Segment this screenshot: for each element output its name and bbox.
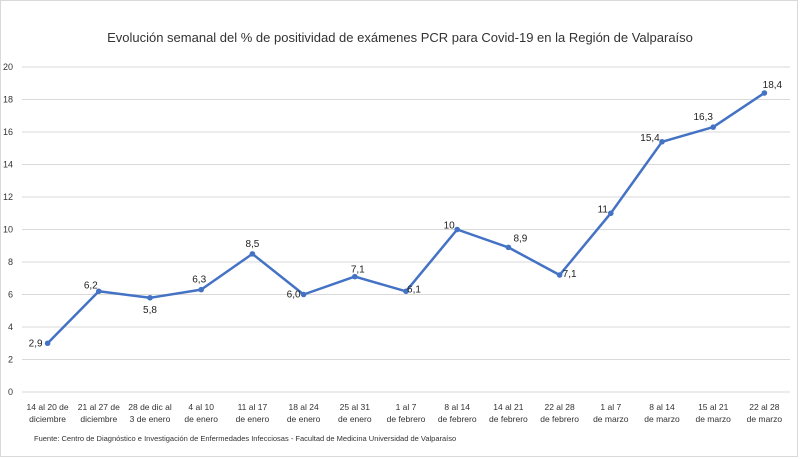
x-tick-label: 8 al 14 de febrero <box>438 402 477 424</box>
x-tick-label: 14 al 20 de diciembre <box>27 402 69 424</box>
x-tick-label: 11 al 17 de enero <box>236 402 270 424</box>
data-point <box>556 272 563 278</box>
data-point <box>44 340 51 347</box>
data-label: 7,1 <box>563 269 577 280</box>
data-points <box>44 90 768 347</box>
data-label: 18,4 <box>763 80 783 91</box>
data-point <box>352 273 358 280</box>
x-tick-label: 14 al 21 de febrero <box>489 402 528 424</box>
x-axis-ticks: 14 al 20 de diciembre 21 al 27 de diciembre… <box>27 402 783 424</box>
x-tick-label: 25 al 31 de enero <box>338 402 372 424</box>
y-tick-label: 12 <box>3 192 13 202</box>
data-label: 15,4 <box>640 133 660 144</box>
data-labels: 2,9 6,2 5,8 6,3 8,5 6,0 7,1 6,1 10 8,9 7,1 11 15,4 16… <box>29 80 783 349</box>
data-label: 6,3 <box>192 275 206 286</box>
data-point <box>300 291 307 298</box>
data-point <box>454 226 461 233</box>
data-label: 8,9 <box>513 233 527 244</box>
x-tick-label: 4 al 10 de enero <box>184 402 218 424</box>
x-tick-label: 21 al 27 de diciembre <box>78 402 120 424</box>
data-point <box>198 286 204 293</box>
chart-title: Evolución semanal del % de positividad d… <box>107 30 693 45</box>
data-point <box>659 138 665 145</box>
data-point <box>403 288 409 295</box>
data-label: 6,2 <box>84 280 98 291</box>
x-tick-label: 15 al 21 de marzo <box>695 402 731 424</box>
x-tick-label: 22 al 28 de febrero <box>540 402 579 424</box>
y-axis-ticks: 0 2 4 6 8 10 12 14 16 18 20 <box>3 62 13 397</box>
data-label: 6,1 <box>407 284 421 295</box>
x-tick-label: 18 al 24 de enero <box>287 402 321 424</box>
source-note: Fuente: Centro de Diagnóstico e Investig… <box>34 434 456 443</box>
data-label: 8,5 <box>245 239 259 250</box>
x-tick-label: 1 al 7 de febrero <box>387 402 426 424</box>
y-tick-label: 14 <box>3 160 13 170</box>
y-tick-label: 2 <box>8 355 13 365</box>
y-tick-label: 0 <box>8 387 13 397</box>
data-label: 5,8 <box>143 305 157 316</box>
data-point <box>608 210 614 217</box>
x-tick-label: 28 de dic al 3 de enero <box>128 402 172 424</box>
data-label: 16,3 <box>693 112 713 123</box>
data-label: 11 <box>598 204 609 215</box>
data-label: 6,0 <box>287 290 301 301</box>
y-tick-label: 16 <box>3 127 13 137</box>
y-tick-label: 8 <box>8 257 13 267</box>
data-point <box>710 124 716 130</box>
data-point <box>147 294 153 301</box>
data-point <box>505 244 512 251</box>
y-tick-label: 10 <box>3 225 13 235</box>
y-tick-label: 20 <box>3 62 13 72</box>
y-tick-label: 18 <box>3 95 13 105</box>
x-tick-label: 8 al 14 de marzo <box>644 402 680 424</box>
gridlines <box>22 66 790 393</box>
data-label: 10 <box>444 221 456 232</box>
data-label: 2,9 <box>29 338 43 349</box>
y-tick-label: 4 <box>8 322 13 332</box>
data-point <box>761 90 768 96</box>
x-tick-label: 22 al 28 de marzo <box>747 402 783 424</box>
data-point <box>249 251 256 257</box>
data-label: 7,1 <box>351 265 365 276</box>
x-tick-label: 1 al 7 de marzo <box>593 402 629 424</box>
y-tick-label: 6 <box>8 290 13 300</box>
data-point <box>96 288 102 295</box>
